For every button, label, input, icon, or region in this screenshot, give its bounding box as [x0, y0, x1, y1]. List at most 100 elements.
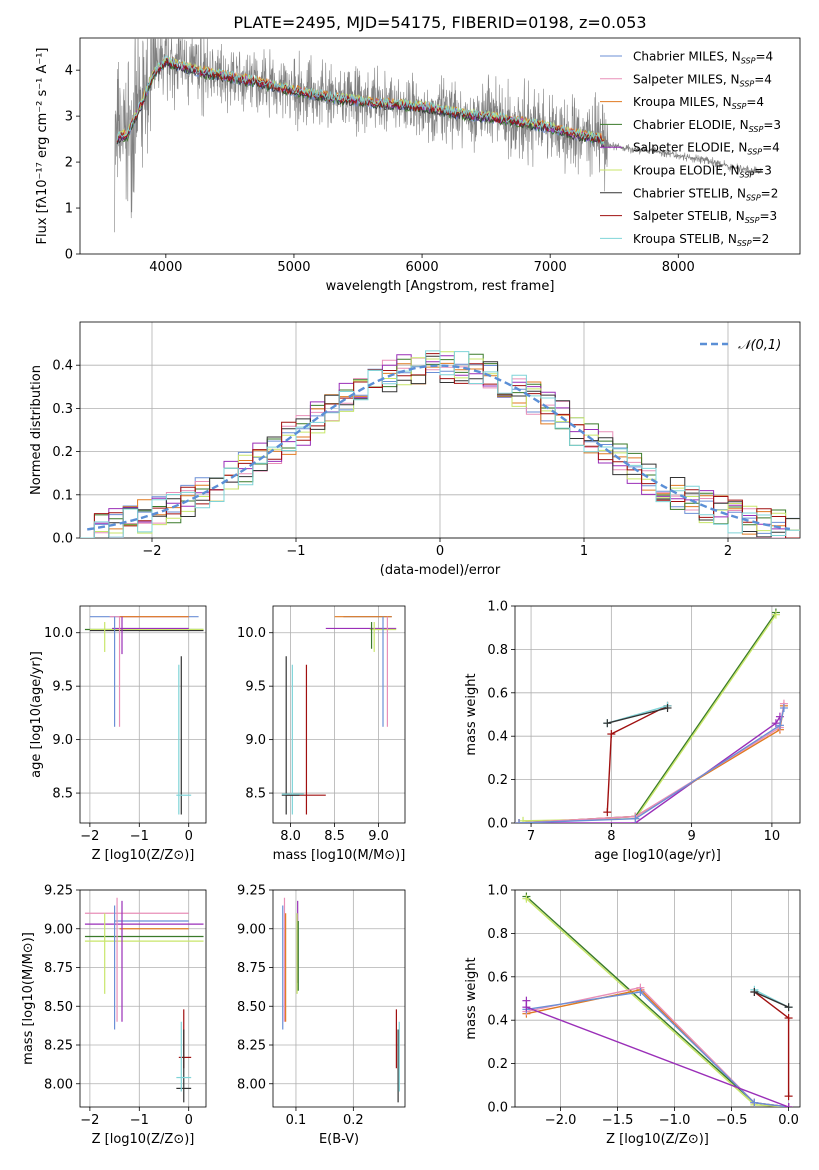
- mass-weight-line: [753, 991, 790, 1097]
- y-tick-label: 0.4: [487, 1014, 508, 1029]
- legend-subscript: SSP: [741, 57, 756, 66]
- y-tick-label: 9.0: [245, 733, 266, 748]
- plot-area-age_vs_mass: [281, 616, 397, 815]
- legend-label: Salpeter MILES, NSSP=4: [633, 72, 772, 88]
- plot-area-age_vs_Z: [84, 616, 204, 815]
- y-tick-label: 3: [65, 110, 73, 125]
- x-tick-label: 9.0: [368, 829, 389, 844]
- x-axis-label: E(B-V): [319, 1132, 359, 1147]
- y-tick-label: 8.75: [237, 961, 266, 976]
- axes-frame: [79, 605, 207, 824]
- legend-subscript: SSP: [732, 102, 747, 111]
- axes-frame: [514, 889, 801, 1108]
- y-tick-label: 0.2: [487, 773, 508, 788]
- x-axis-label: Z [log10(Z/Z⊙)]: [92, 848, 195, 863]
- legend-label: Kroupa MILES, NSSP=4: [633, 95, 764, 111]
- x-tick-label: 1: [580, 544, 588, 559]
- y-axis-label: mass [log10(M/M⊙)]: [21, 932, 36, 1065]
- legend-nssp: =2: [761, 186, 779, 200]
- panel-mass_vs_EBV: 0.1 0.2 8.00 8.25 8.50 8.75 9.00 9.25 E(B-V): [237, 884, 406, 1147]
- y-axis-label: mass weight: [464, 957, 479, 1039]
- y-tick-label: 0.4: [52, 359, 73, 374]
- panel-age_vs_mass: 8.0 8.5 9.0 8.5 9.0 9.5 10.0 mass [log10(M/M⊙)]: [237, 605, 406, 863]
- legend-subscript: SSP: [747, 148, 762, 157]
- x-tick-label: −2: [80, 1113, 99, 1128]
- legend-nssp: =3: [763, 118, 781, 132]
- spectrum-model-line: [116, 57, 605, 144]
- mass-weight-line: [525, 895, 789, 1107]
- y-tick-label: 0.6: [487, 970, 508, 985]
- legend-nssp: =3: [754, 164, 772, 178]
- y-tick-label: 0: [65, 248, 73, 263]
- legend-label: 𝒩(0,1): [738, 338, 781, 353]
- legend-subscript: SSP: [740, 171, 755, 180]
- axes-frame: [272, 889, 406, 1108]
- y-axis-label: Flux [fλ10⁻¹⁷ erg cm⁻² s⁻¹ A⁻¹]: [35, 48, 50, 245]
- plot-area-mass_vs_EBV: [282, 897, 400, 1103]
- x-tick-label: 7: [527, 829, 535, 844]
- legend-subscript: SSP: [745, 216, 760, 225]
- y-tick-label: 8.50: [44, 1000, 73, 1015]
- legend-model-name: Chabrier STELIB, N: [633, 186, 746, 200]
- x-tick-label: 8.5: [324, 829, 345, 844]
- residual-histogram: [80, 357, 800, 538]
- plot-area-massweight_vs_age: [515, 608, 788, 823]
- y-tick-label: 0.8: [487, 927, 508, 942]
- y-tick-label: 8.5: [245, 787, 266, 802]
- y-tick-label: 0.8: [487, 643, 508, 658]
- mass-weight-line: [518, 612, 777, 823]
- legend-model-name: Chabrier ELODIE, N: [633, 118, 749, 132]
- x-tick-label: 0.2: [343, 1113, 364, 1128]
- legend-model-name: Kroupa ELODIE, N: [633, 164, 740, 178]
- x-tick-label: −2: [142, 544, 161, 559]
- y-tick-label: 8.00: [44, 1077, 73, 1092]
- x-tick-label: 0: [185, 829, 193, 844]
- legend-label: Kroupa ELODIE, NSSP=3: [633, 164, 772, 180]
- grid-massweight_vs_Z: [515, 889, 800, 1108]
- legend-subscript: SSP: [737, 239, 752, 248]
- panel-spectrum: 4000 5000 6000 7000 8000 0 1 2 3 4 wavelength [Ang…: [35, 37, 801, 294]
- y-axis-label: age [log10(age/yr)]: [29, 651, 44, 778]
- legend-nssp: =4: [746, 95, 764, 109]
- x-tick-label: 8: [607, 829, 615, 844]
- y-tick-label: 0.0: [487, 1101, 508, 1116]
- axes-frame: [79, 889, 207, 1108]
- mass-weight-line: [522, 614, 777, 822]
- y-tick-label: 8.5: [52, 787, 73, 802]
- x-axis-label: Z [log10(Z/Z⊙)]: [92, 1132, 195, 1147]
- spectrum-data-line: [114, 38, 762, 233]
- legend-subscript: SSP: [749, 125, 764, 134]
- plot-area-residuals: [80, 350, 800, 538]
- x-tick-label: 8.0: [280, 829, 301, 844]
- panel-mass_vs_Z: −2 −1 0 8.00 8.25 8.50 8.75 9.00 9.25 Z [log10(Z/…: [21, 884, 207, 1147]
- legend-label: Kroupa STELIB, NSSP=2: [633, 232, 769, 248]
- y-tick-label: 8.75: [44, 961, 73, 976]
- legend-nssp: =4: [762, 141, 780, 155]
- y-tick-label: 4: [65, 64, 73, 79]
- legend-model-name: Salpeter ELODIE, N: [633, 141, 747, 155]
- grid-residuals: [80, 322, 800, 539]
- x-axis-label: (data-model)/error: [380, 563, 501, 578]
- normal-reference-curve: [87, 364, 791, 531]
- x-tick-label: −1: [130, 1113, 149, 1128]
- x-tick-label: −0.5: [716, 1113, 748, 1128]
- figure-title: PLATE=2495, MJD=54175, FIBERID=0198, z=0…: [233, 13, 646, 32]
- legend-nssp: =3: [759, 209, 777, 223]
- legend-model-name: Kroupa MILES, N: [633, 95, 732, 109]
- x-tick-label: 8000: [662, 260, 695, 275]
- mass-weight-line: [606, 705, 668, 813]
- axes-frame: [79, 37, 801, 255]
- axes-frame: [272, 605, 406, 824]
- legend-model-name: Salpeter MILES, N: [633, 72, 740, 86]
- y-tick-label: 10.0: [237, 626, 266, 641]
- y-tick-label: 0.3: [52, 402, 73, 417]
- x-tick-label: 6000: [406, 260, 439, 275]
- x-tick-label: −1: [286, 544, 305, 559]
- y-tick-label: 2: [65, 156, 73, 171]
- mass-weight-line: [526, 991, 789, 1107]
- y-axis-label: mass weight: [464, 673, 479, 755]
- y-tick-label: 9.25: [44, 884, 73, 899]
- legend-label: Salpeter STELIB, NSSP=3: [633, 209, 777, 225]
- y-tick-label: 0.0: [487, 817, 508, 832]
- y-tick-label: 0.2: [52, 445, 73, 460]
